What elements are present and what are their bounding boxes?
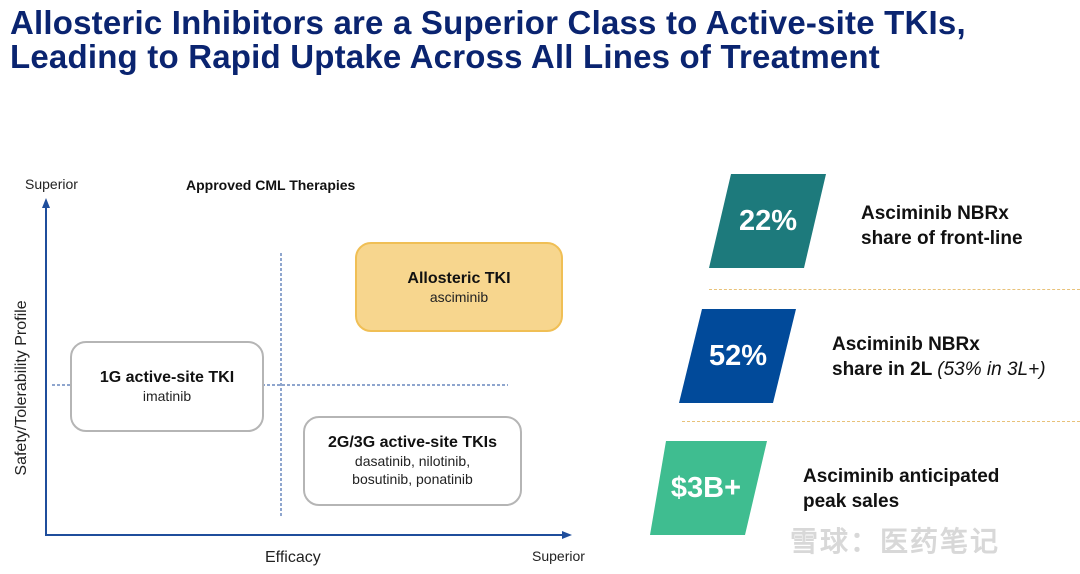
box-subtext: asciminib <box>429 289 489 305</box>
box-heading: Allosteric TKI <box>407 270 511 287</box>
stat-line: Asciminib anticipated <box>803 466 1000 487</box>
1g-tki-box: 1G active-site TKI imatinib <box>70 341 264 432</box>
stat-line: share of front-line <box>861 228 1023 249</box>
box-heading: 1G active-site TKI <box>99 369 235 386</box>
title-line-2: Leading to Rapid Uptake Across All Lines… <box>10 38 880 75</box>
allosteric-tki-box: Allosteric TKI asciminib <box>355 242 563 332</box>
title-line-1: Allosteric Inhibitors are a Superior Cla… <box>10 4 966 41</box>
x-axis-right-label: Superior <box>532 548 585 564</box>
divider <box>709 289 1080 290</box>
box-heading: 2G/3G active-site TKIs <box>328 434 497 451</box>
2g3g-tki-box: 2G/3G active-site TKIs dasatinib, niloti… <box>303 416 522 506</box>
y-axis-label: Safety/Tolerability Profile <box>13 300 30 476</box>
watermark: 雪球：医药笔记 <box>790 526 1001 557</box>
box-subtext: imatinib <box>142 388 192 404</box>
divider <box>682 421 1080 422</box>
stat-3b-badge: $3B+ <box>650 441 768 535</box>
stat-22-badge: 22% <box>709 174 827 268</box>
stat-52-badge: 52% <box>679 309 797 403</box>
x-axis-label: Efficacy <box>265 549 321 566</box>
slide-title: Allosteric Inhibitors are a Superior Cla… <box>10 6 966 74</box>
axes <box>42 198 572 539</box>
box-subtext: dasatinib, nilotinib, <box>354 453 471 469</box>
stat-value: 52% <box>708 340 768 372</box>
stat-22-text: Asciminib NBRx share of front-line <box>861 201 1023 251</box>
y-axis-top-label: Superior <box>25 176 78 192</box>
y-axis-arrow-icon <box>42 198 50 208</box>
stat-note: (53% in 3L+) <box>937 359 1046 380</box>
stat-line: peak sales <box>803 491 900 512</box>
stat-3b-text: Asciminib anticipated peak sales <box>803 464 999 514</box>
diagram-title: Approved CML Therapies <box>186 177 356 193</box>
stat-value: 22% <box>738 205 798 237</box>
stat-line: Asciminib NBRx <box>861 203 1009 224</box>
stat-line: Asciminib NBRx <box>832 334 980 355</box>
stat-line: share in 2L <box>832 359 932 380</box>
stat-52-text: Asciminib NBRx share in 2L (53% in 3L+) <box>832 332 1046 382</box>
stat-value: $3B+ <box>670 472 742 504</box>
x-axis-arrow-icon <box>562 531 572 539</box>
box-subtext: bosutinib, ponatinib <box>352 471 473 487</box>
